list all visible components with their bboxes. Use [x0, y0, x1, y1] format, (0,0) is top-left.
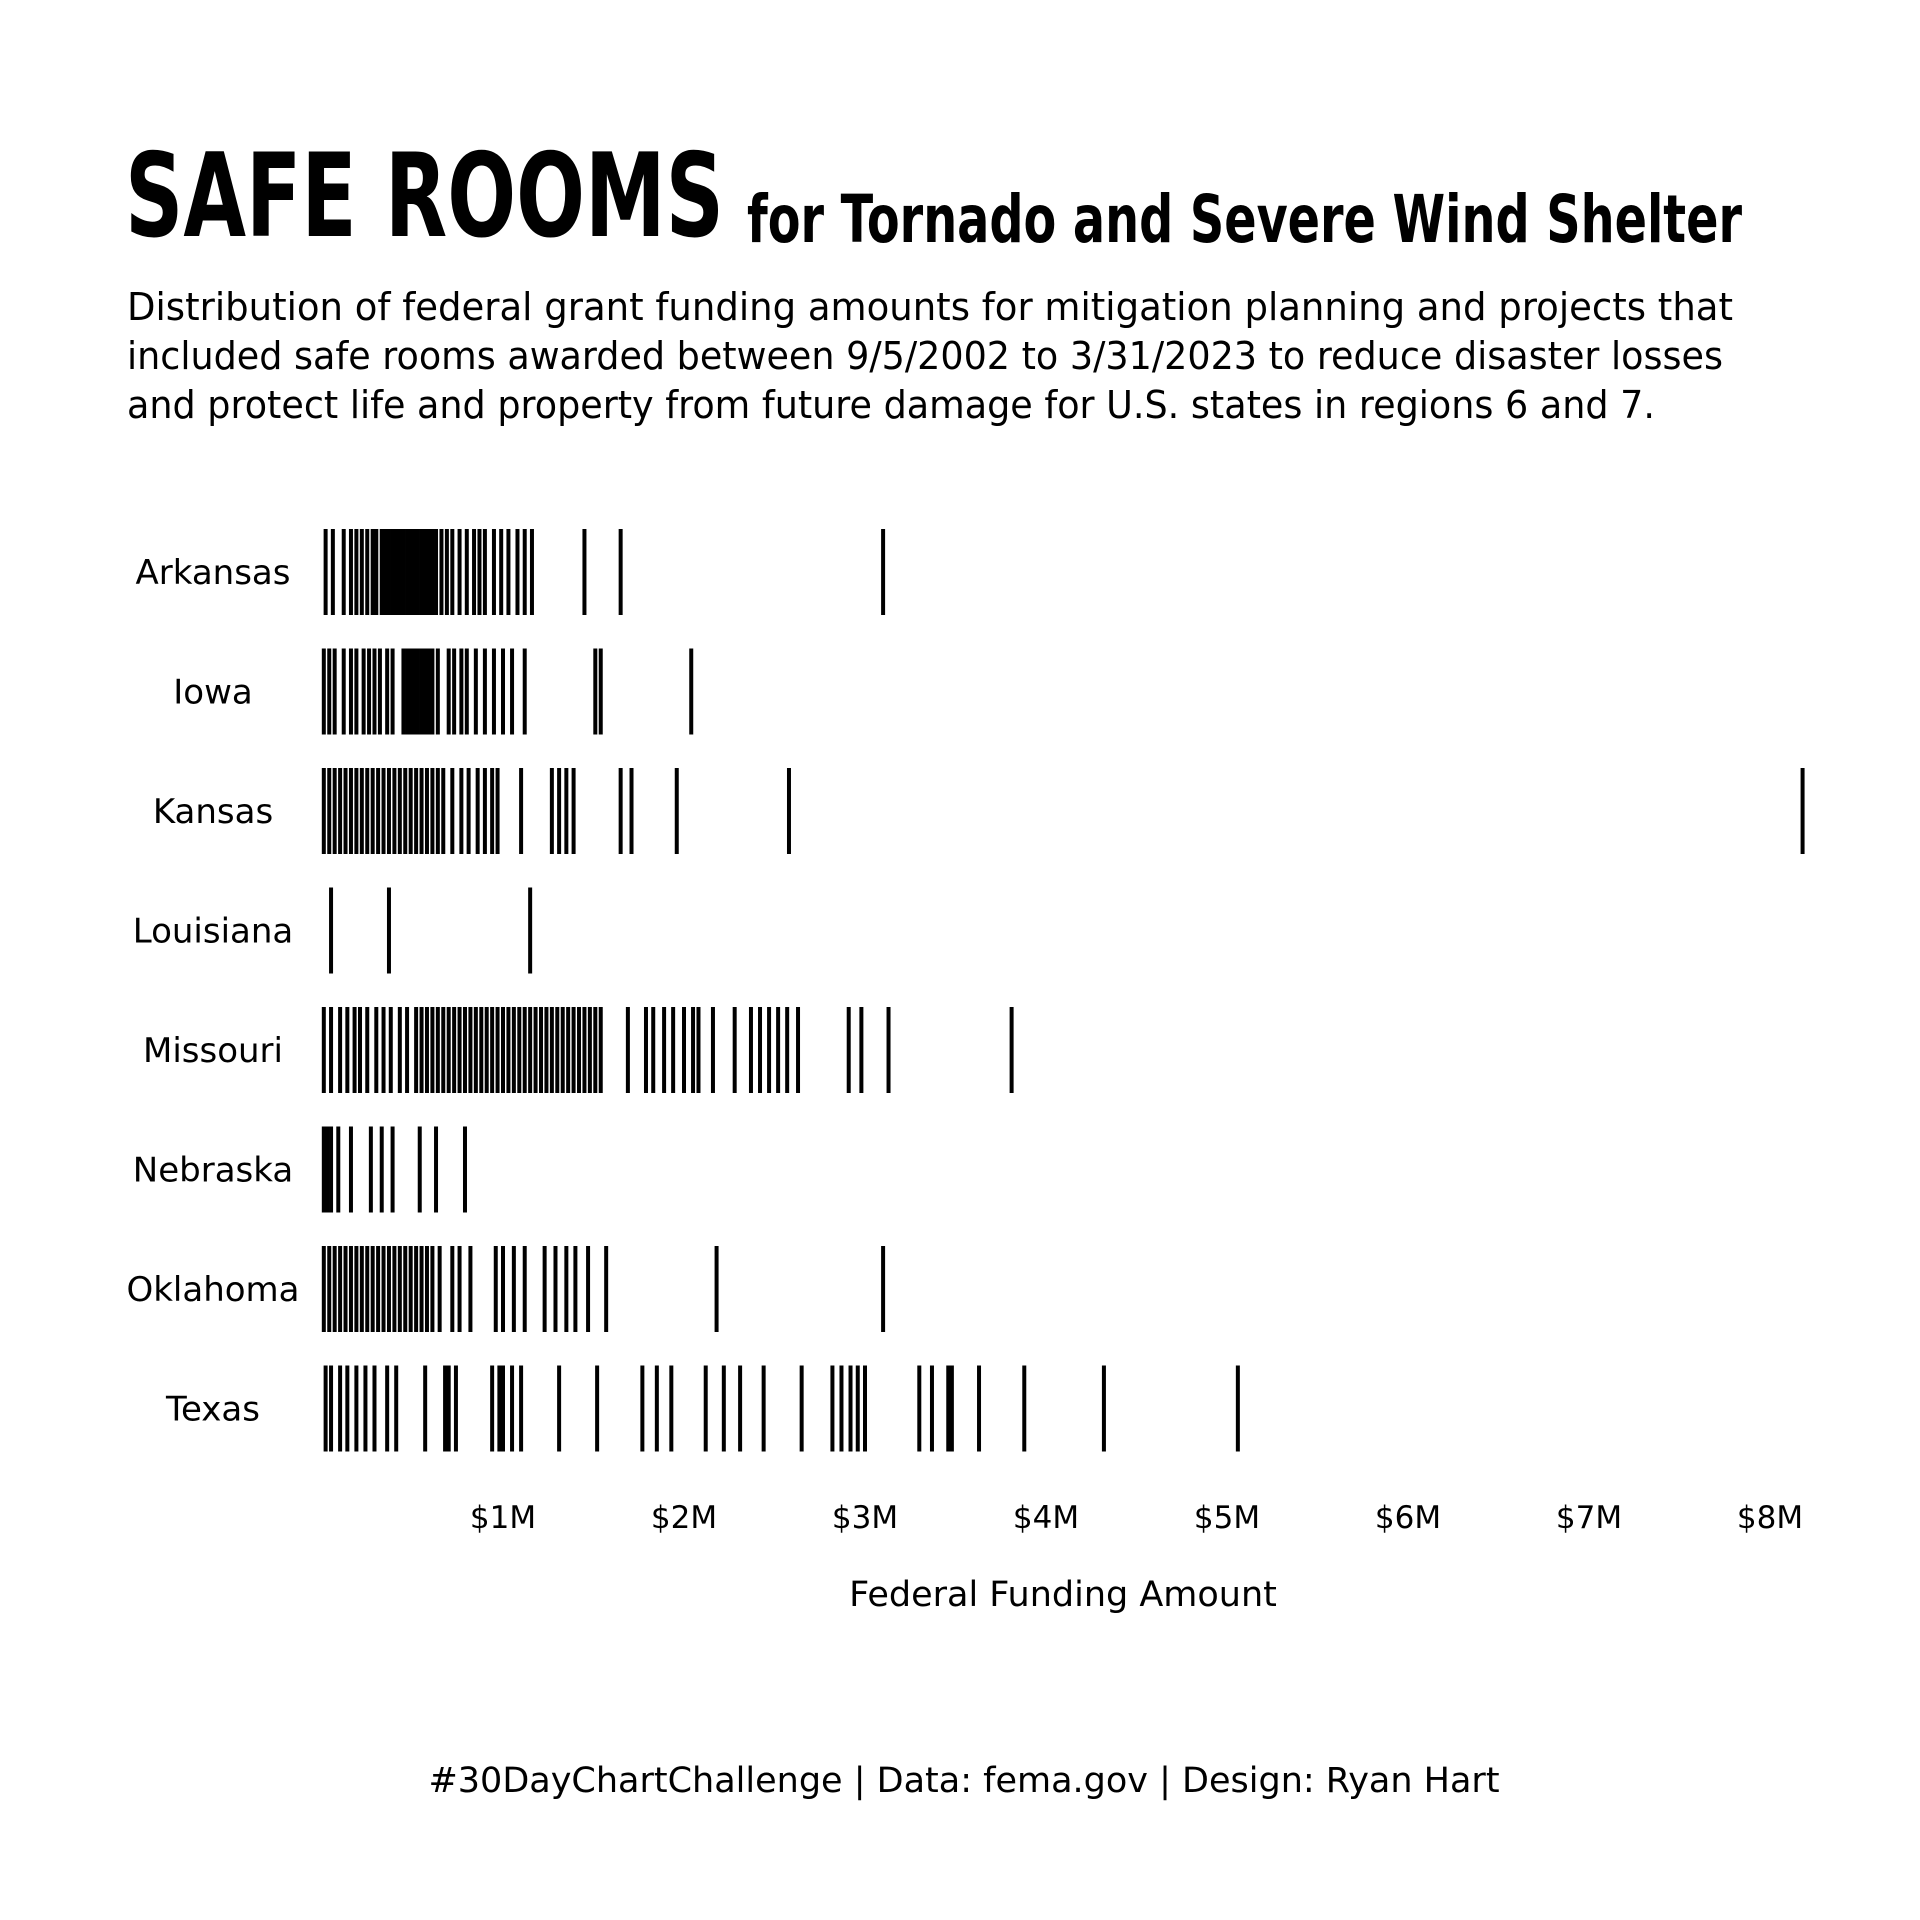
x-tick-label: $3M: [832, 1500, 898, 1536]
caption: #30DayChartChallenge | Data: fema.gov | …: [428, 1761, 1499, 1801]
chart-title: SAFE ROOMS: [125, 129, 724, 264]
x-tick-label: $6M: [1375, 1500, 1441, 1536]
subtitle: included safe rooms awarded between 9/5/…: [127, 334, 1723, 378]
subtitle: and protect life and property from futur…: [127, 383, 1655, 427]
y-tick-label: Arkansas: [136, 553, 291, 593]
x-tick-label: $1M: [470, 1500, 536, 1536]
y-tick-label: Oklahoma: [126, 1270, 299, 1310]
x-tick-label: $8M: [1737, 1500, 1803, 1536]
chart-title-suffix: for Tornado and Severe Wind Shelter: [747, 181, 1742, 258]
subtitle: Distribution of federal grant funding am…: [127, 285, 1733, 329]
x-tick-label: $5M: [1194, 1500, 1260, 1536]
y-tick-label: Nebraska: [133, 1151, 293, 1191]
y-tick-label: Texas: [165, 1390, 260, 1430]
y-tick-label: Missouri: [143, 1031, 283, 1071]
y-tick-label: Kansas: [153, 792, 273, 832]
x-tick-label: $4M: [1013, 1500, 1079, 1536]
x-axis-title: Federal Funding Amount: [849, 1575, 1277, 1615]
x-tick-label: $7M: [1556, 1500, 1622, 1536]
x-tick-label: $2M: [651, 1500, 717, 1536]
y-tick-label: Louisiana: [133, 912, 294, 952]
y-tick-label: Iowa: [173, 673, 252, 713]
